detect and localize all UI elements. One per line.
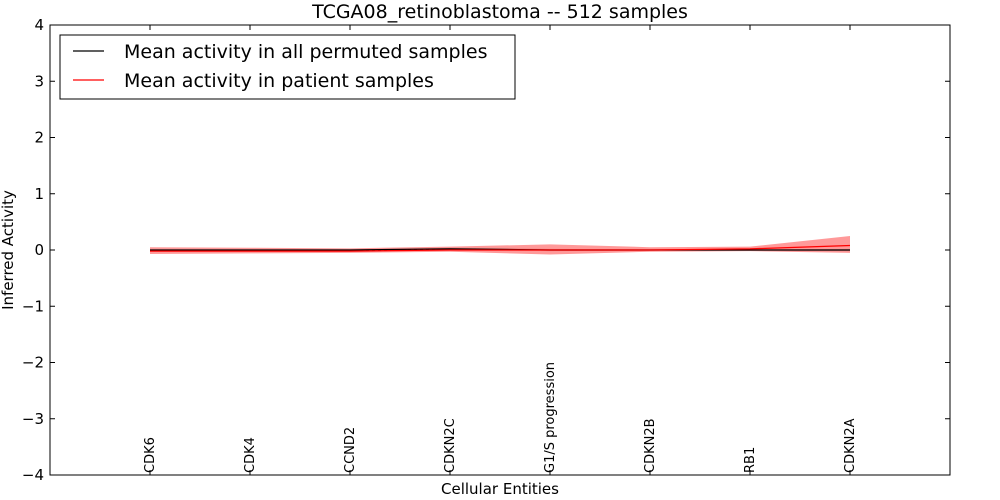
series-line-1 xyxy=(150,244,851,252)
x-category-label: RB1 xyxy=(743,447,758,473)
x-category-label: CDKN2C xyxy=(443,418,458,473)
y-tick-label: −3 xyxy=(22,410,44,428)
y-tick-label: −4 xyxy=(22,466,44,484)
x-category-label: CDK6 xyxy=(143,437,158,473)
y-tick-label: 1 xyxy=(34,185,44,203)
chart-title: TCGA08_retinoblastoma -- 512 samples xyxy=(311,1,688,23)
x-category-label: CDKN2A xyxy=(843,418,858,473)
y-tick-label: −1 xyxy=(22,297,44,315)
x-category-label: G1/S progression xyxy=(543,362,558,473)
legend-label-1: Mean activity in patient samples xyxy=(124,70,434,92)
legend: Mean activity in all permuted samples Mea… xyxy=(59,34,516,100)
y-axis-label: Inferred Activity xyxy=(0,190,17,310)
y-tick-label: 3 xyxy=(34,72,44,90)
plot-area xyxy=(149,235,851,255)
y-tick-label: 4 xyxy=(34,16,44,34)
legend-label-0: Mean activity in all permuted samples xyxy=(124,41,487,63)
x-category-label: CDKN2B xyxy=(643,418,658,473)
x-category-label: CDK4 xyxy=(243,437,258,473)
x-axis-label: Cellular Entities xyxy=(441,480,559,498)
y-tick-label: 2 xyxy=(34,129,44,147)
axes: 4 3 2 1 0 −1 −2 −3 −4 CDK6 CDK4 CCND2 CDKN2C G1/S pro… xyxy=(22,16,950,484)
legend-box xyxy=(59,34,516,100)
x-category-label: CCND2 xyxy=(343,427,358,473)
y-tick-label: 0 xyxy=(34,241,44,259)
y-tick-label: −2 xyxy=(22,354,44,372)
